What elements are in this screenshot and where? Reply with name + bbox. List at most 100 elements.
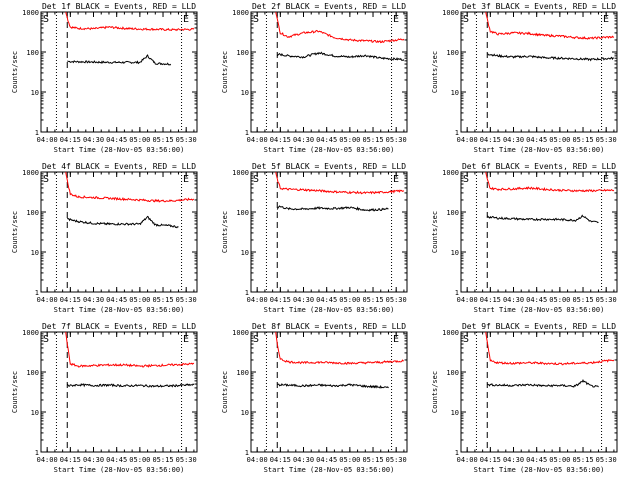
- x-tick-label: 05:15: [362, 456, 383, 464]
- x-axis-label: Start Time (28-Nov-05 03:56:00): [264, 466, 395, 474]
- y-tick-label: 1000: [22, 169, 39, 177]
- y-axis-label: Counts/sec: [11, 211, 19, 253]
- x-axis-label: Start Time (28-Nov-05 03:56:00): [474, 466, 605, 474]
- x-tick-label: 04:30: [83, 136, 104, 144]
- x-tick-label: 05:30: [176, 456, 197, 464]
- y-tick-label: 10: [31, 409, 39, 417]
- y-tick-label: 10: [451, 409, 459, 417]
- y-tick-label: 100: [26, 49, 39, 57]
- y-tick-label: 1000: [232, 9, 249, 17]
- y-axis-label: Counts/sec: [431, 371, 439, 413]
- chart-panel: Det 2f BLACK = Events, RED = LLD 1 10 100 10…: [221, 2, 408, 154]
- x-axis-label: Start Time (28-Nov-05 03:56:00): [474, 306, 605, 314]
- y-tick-label: 1: [245, 129, 249, 137]
- x-tick-label: 04:45: [106, 456, 127, 464]
- chart-panel: Det 6f BLACK = Events, RED = LLD 1 10 100 10…: [431, 162, 618, 314]
- y-tick-label: 1: [35, 449, 39, 457]
- x-tick-label: 04:15: [60, 456, 81, 464]
- y-tick-label: 1000: [232, 329, 249, 337]
- x-tick-label: 05:15: [362, 136, 383, 144]
- lld-series-line: [485, 171, 615, 193]
- y-axis-label: Counts/sec: [431, 211, 439, 253]
- x-tick-label: 04:00: [37, 456, 58, 464]
- lld-series-line: [485, 331, 615, 366]
- plot-frame: [460, 11, 618, 133]
- events-series-line: [277, 383, 389, 389]
- end-marker: E: [393, 14, 399, 25]
- y-tick-label: 10: [241, 89, 249, 97]
- x-tick-label: 05:30: [386, 296, 407, 304]
- end-marker: E: [603, 334, 609, 345]
- y-tick-label: 100: [236, 209, 249, 217]
- y-tick-label: 10: [31, 249, 39, 257]
- x-tick-label: 04:45: [316, 136, 337, 144]
- end-marker: E: [393, 334, 399, 345]
- chart-panel: Det 7f BLACK = Events, RED = LLD 1 10 100 10…: [11, 322, 198, 474]
- x-tick-label: 05:00: [129, 296, 150, 304]
- chart-title: Det 3f BLACK = Events, RED = LLD: [462, 2, 616, 11]
- events-series-line: [276, 205, 389, 212]
- x-tick-label: 05:15: [152, 296, 173, 304]
- events-series-line: [487, 214, 599, 224]
- plot-frame: [40, 331, 198, 453]
- start-marker: S: [463, 174, 469, 185]
- x-tick-label: 04:15: [270, 136, 291, 144]
- x-tick-label: 04:15: [270, 456, 291, 464]
- y-tick-label: 1: [35, 289, 39, 297]
- lld-series-line: [275, 11, 405, 44]
- lld-series-line: [275, 171, 405, 195]
- x-tick-label: 05:00: [549, 136, 570, 144]
- chart-panel: Det 8f BLACK = Events, RED = LLD 1 10 100 10…: [221, 322, 408, 474]
- x-axis-label: Start Time (28-Nov-05 03:56:00): [54, 306, 185, 314]
- x-tick-label: 05:15: [572, 456, 593, 464]
- y-tick-label: 1000: [442, 329, 459, 337]
- x-tick-label: 05:30: [386, 136, 407, 144]
- y-tick-label: 1000: [442, 9, 459, 17]
- end-marker: E: [393, 174, 399, 185]
- start-marker: S: [43, 174, 49, 185]
- y-tick-label: 1000: [232, 169, 249, 177]
- lld-series-line: [485, 11, 615, 40]
- x-tick-label: 05:15: [152, 136, 173, 144]
- chart-panel: Det 4f BLACK = Events, RED = LLD 1 10 100 10…: [11, 162, 198, 314]
- x-axis-label: Start Time (28-Nov-05 03:56:00): [264, 146, 395, 154]
- start-marker: S: [463, 14, 469, 25]
- x-tick-label: 05:30: [176, 136, 197, 144]
- x-tick-label: 04:00: [457, 456, 478, 464]
- x-tick-label: 04:45: [106, 296, 127, 304]
- x-tick-label: 04:30: [503, 136, 524, 144]
- x-axis-label: Start Time (28-Nov-05 03:56:00): [474, 146, 605, 154]
- y-axis-label: Counts/sec: [11, 371, 19, 413]
- lld-series-line: [275, 331, 404, 365]
- x-tick-label: 04:00: [37, 296, 58, 304]
- x-tick-label: 05:15: [362, 296, 383, 304]
- lld-series-line: [65, 171, 195, 203]
- x-tick-label: 04:45: [316, 296, 337, 304]
- plot-frame: [40, 11, 198, 133]
- x-tick-label: 05:30: [176, 296, 197, 304]
- x-tick-label: 04:00: [247, 136, 268, 144]
- x-tick-label: 04:00: [247, 296, 268, 304]
- plot-frame: [40, 171, 198, 293]
- events-series-line: [487, 53, 615, 62]
- y-tick-label: 1: [35, 129, 39, 137]
- end-marker: E: [183, 334, 189, 345]
- end-marker: E: [183, 14, 189, 25]
- plot-frame: [250, 171, 408, 293]
- x-tick-label: 04:00: [457, 296, 478, 304]
- chart-title: Det 4f BLACK = Events, RED = LLD: [42, 162, 196, 171]
- x-tick-label: 05:30: [596, 136, 617, 144]
- start-marker: S: [253, 174, 259, 185]
- chart-title: Det 7f BLACK = Events, RED = LLD: [42, 322, 196, 331]
- x-tick-label: 04:30: [83, 456, 104, 464]
- x-tick-label: 04:15: [60, 296, 81, 304]
- lld-series-line: [65, 11, 195, 32]
- chart-title: Det 9f BLACK = Events, RED = LLD: [462, 322, 616, 331]
- x-tick-label: 05:30: [596, 456, 617, 464]
- y-tick-label: 100: [446, 49, 459, 57]
- chart-title: Det 2f BLACK = Events, RED = LLD: [252, 2, 406, 11]
- y-tick-label: 100: [446, 209, 459, 217]
- x-tick-label: 04:30: [293, 456, 314, 464]
- y-tick-label: 100: [236, 49, 249, 57]
- events-series-line: [67, 54, 172, 66]
